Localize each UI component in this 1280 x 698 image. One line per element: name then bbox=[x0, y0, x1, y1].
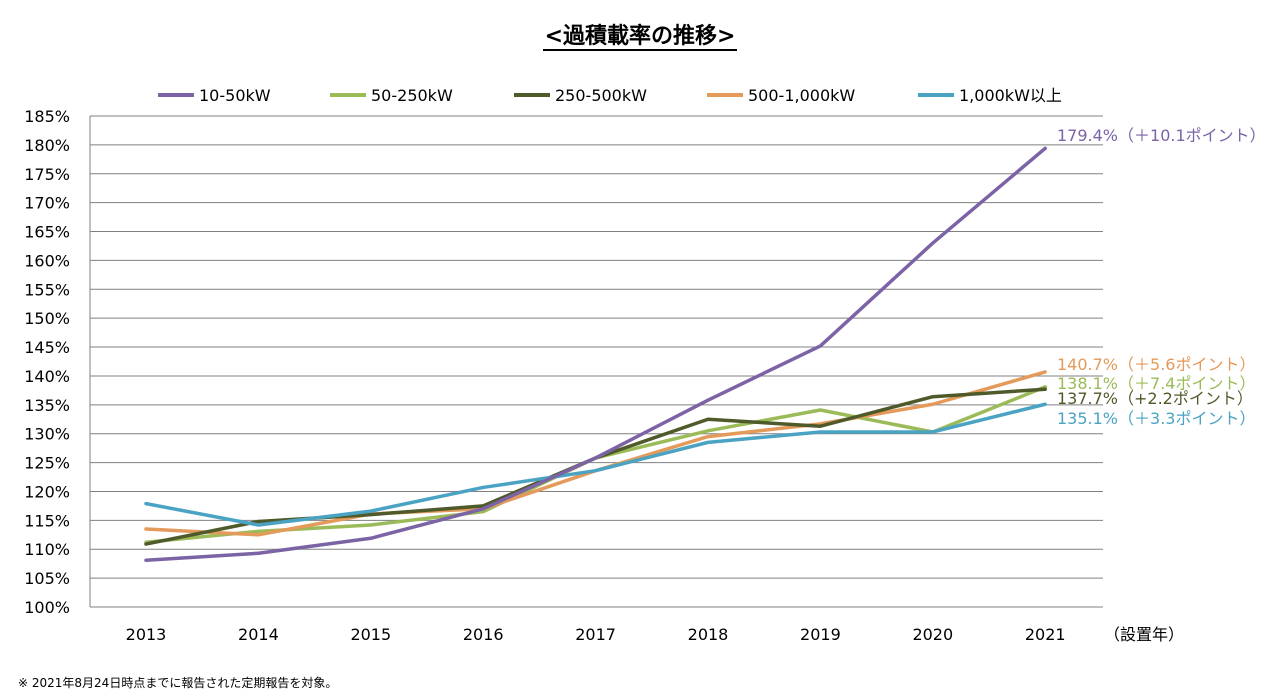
y-tick-label: 100% bbox=[24, 598, 70, 617]
footnote: ※ 2021年8月24日時点までに報告された定期報告を対象。 bbox=[18, 676, 338, 690]
y-tick-label: 150% bbox=[24, 309, 70, 328]
y-tick-label: 125% bbox=[24, 454, 70, 473]
line-chart: 100% 105% 110% 115% 120% 125% 130% 135% 140% 145%… bbox=[24, 86, 1266, 644]
data-point bbox=[706, 399, 710, 402]
y-tick-label: 165% bbox=[24, 223, 70, 242]
data-point bbox=[706, 435, 710, 438]
data-point bbox=[819, 344, 822, 348]
legend-label: 50-250kW bbox=[371, 86, 453, 105]
data-point bbox=[706, 418, 710, 421]
y-tick-label: 160% bbox=[24, 251, 70, 270]
y-tick-label: 170% bbox=[24, 194, 70, 213]
data-point bbox=[819, 424, 822, 428]
data-point bbox=[369, 523, 372, 527]
x-tick-label: 2015 bbox=[350, 625, 391, 644]
chart-title: <過積載率の推移> bbox=[542, 24, 738, 51]
data-point bbox=[706, 429, 710, 433]
legend-label: 1,000kW以上 bbox=[959, 86, 1062, 105]
y-tick-label: 180% bbox=[24, 136, 70, 155]
y-tick-label: 145% bbox=[24, 338, 70, 357]
y-tick-label: 120% bbox=[24, 482, 70, 501]
data-point bbox=[1044, 147, 1047, 150]
data-point bbox=[257, 552, 260, 555]
x-tick-label: 2018 bbox=[688, 625, 729, 644]
data-point bbox=[144, 542, 148, 546]
legend-label: 10-50kW bbox=[199, 86, 271, 105]
x-tick-label: 2013 bbox=[126, 625, 167, 644]
data-point bbox=[482, 510, 485, 513]
legend-label: 250-500kW bbox=[555, 86, 647, 105]
x-tick-label: 2017 bbox=[575, 625, 616, 644]
x-axis-label: （設置年） bbox=[1104, 625, 1184, 644]
data-point bbox=[144, 527, 148, 531]
data-point bbox=[1044, 403, 1047, 406]
y-tick-label: 175% bbox=[24, 165, 70, 184]
data-point bbox=[257, 530, 260, 533]
data-point bbox=[257, 523, 260, 527]
data-point bbox=[482, 486, 485, 489]
data-point bbox=[819, 408, 822, 412]
data-point bbox=[369, 537, 372, 540]
end-value-label: 138.1%（＋7.4ポイント） bbox=[1057, 374, 1255, 393]
x-tick-label: 2020 bbox=[912, 625, 953, 644]
data-point bbox=[369, 509, 372, 513]
data-point bbox=[931, 241, 934, 245]
y-tick-label: 115% bbox=[24, 511, 70, 530]
data-point bbox=[594, 456, 597, 460]
end-value-label: 135.1%（＋3.3ポイント） bbox=[1057, 409, 1255, 428]
data-point bbox=[931, 403, 934, 406]
end-value-label: 179.4%（＋10.1ポイント） bbox=[1057, 126, 1266, 145]
series-line bbox=[144, 146, 1047, 562]
end-value-label: 137.7%（+2.2ポイント） bbox=[1057, 389, 1253, 408]
x-tick-label: 2021 bbox=[1025, 625, 1066, 644]
data-point bbox=[257, 533, 260, 536]
data-point bbox=[1044, 388, 1047, 391]
y-tick-label: 135% bbox=[24, 396, 70, 415]
data-point bbox=[482, 507, 485, 510]
data-point bbox=[819, 430, 822, 434]
y-tick-label: 105% bbox=[24, 569, 70, 588]
y-tick-label: 155% bbox=[24, 280, 70, 299]
data-point bbox=[931, 395, 934, 398]
data-point bbox=[144, 502, 148, 505]
data-point bbox=[931, 430, 934, 434]
data-point bbox=[144, 559, 148, 562]
y-tick-label: 130% bbox=[24, 425, 70, 444]
series-line bbox=[144, 370, 1047, 537]
data-point bbox=[482, 504, 485, 508]
y-tick-label: 185% bbox=[24, 107, 70, 126]
y-tick-label: 110% bbox=[24, 540, 70, 559]
legend-label: 500-1,000kW bbox=[748, 86, 855, 105]
data-point bbox=[369, 513, 372, 516]
data-point bbox=[706, 441, 710, 444]
series-line bbox=[144, 402, 1047, 527]
end-value-label: 140.7%（＋5.6ポイント） bbox=[1057, 355, 1255, 374]
data-point bbox=[257, 520, 260, 523]
x-tick-label: 2016 bbox=[463, 625, 504, 644]
y-tick-label: 140% bbox=[24, 367, 70, 386]
x-tick-label: 2014 bbox=[238, 625, 279, 644]
data-point bbox=[594, 469, 597, 472]
data-point bbox=[1044, 370, 1047, 374]
x-tick-label: 2019 bbox=[800, 625, 841, 644]
